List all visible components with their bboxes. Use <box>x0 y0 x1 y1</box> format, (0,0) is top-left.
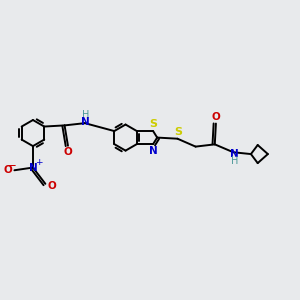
Text: N: N <box>81 117 90 127</box>
Text: S: S <box>174 128 182 137</box>
Text: −: − <box>7 159 17 172</box>
Text: O: O <box>4 165 13 175</box>
Text: N: N <box>230 149 239 159</box>
Text: O: O <box>212 112 220 122</box>
Text: H: H <box>82 110 89 120</box>
Text: N: N <box>149 146 158 156</box>
Text: N: N <box>28 163 37 172</box>
Text: S: S <box>150 119 158 129</box>
Text: O: O <box>64 147 72 157</box>
Text: O: O <box>47 181 56 191</box>
Text: H: H <box>231 156 238 166</box>
Text: +: + <box>35 158 42 167</box>
